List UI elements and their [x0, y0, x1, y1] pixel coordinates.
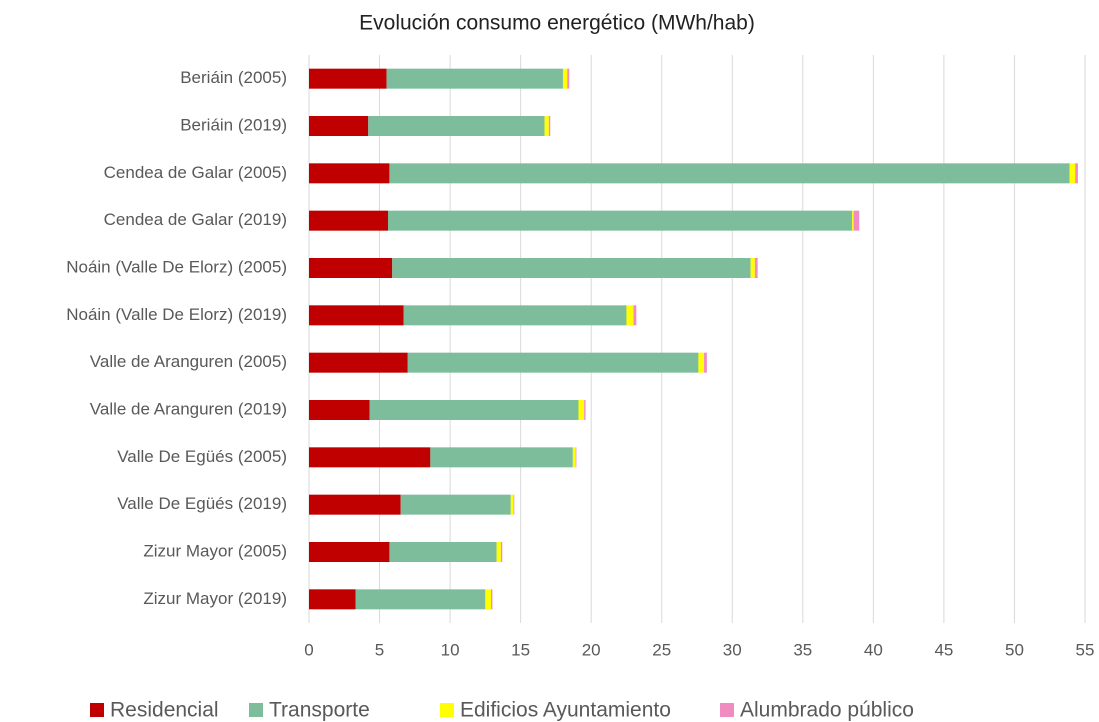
x-tick-label: 20 [582, 640, 601, 659]
bar-segment [513, 494, 515, 515]
bar-segment [400, 494, 511, 515]
legend-swatch [249, 703, 263, 717]
x-tick-label: 50 [1005, 640, 1024, 659]
bar-segment [572, 447, 576, 468]
y-tick-label: Valle de Aranguren (2019) [90, 399, 287, 418]
bar-segment [309, 589, 356, 610]
legend-swatch [720, 703, 734, 717]
y-tick-label: Beriáin (2005) [180, 68, 287, 87]
y-tick-label: Cendea de Galar (2019) [104, 210, 287, 229]
bar-segment [407, 352, 699, 373]
bar-segment [309, 305, 404, 326]
x-tick-label: 0 [304, 640, 313, 659]
legend-label: Edificios Ayuntamiento [460, 699, 671, 722]
legend-swatch [90, 703, 104, 717]
bar-segment [548, 116, 551, 136]
bar-segment [754, 258, 758, 278]
bar-segment [309, 163, 390, 184]
bar-segment [575, 447, 577, 468]
bar-segment [309, 116, 369, 136]
bar-segment [309, 400, 370, 420]
bar-segment [388, 210, 853, 231]
legend-label: Alumbrado público [740, 699, 914, 722]
bar-segment [1075, 163, 1078, 184]
bar-segment [309, 494, 401, 515]
bar-segment [544, 116, 549, 136]
bar-segment [491, 589, 493, 610]
legend-swatch [440, 703, 454, 717]
bar-segment [500, 542, 503, 562]
x-tick-label: 30 [723, 640, 742, 659]
bar-segment [355, 589, 486, 610]
x-tick-label: 35 [793, 640, 812, 659]
bar-segment [567, 68, 570, 89]
y-tick-label: Valle De Egüés (2019) [117, 494, 287, 513]
bar-segment [368, 116, 545, 136]
bar-segment [309, 352, 408, 373]
bar-segment [626, 305, 634, 326]
x-tick-label: 15 [511, 640, 530, 659]
bar-segment [704, 352, 707, 373]
y-tick-label: Beriáin (2019) [180, 115, 287, 134]
bar-segment [510, 494, 514, 515]
bar-segment [853, 210, 860, 231]
y-tick-label: Valle de Aranguren (2005) [90, 352, 287, 371]
y-tick-label: Noáin (Valle De Elorz) (2005) [66, 257, 287, 276]
x-tick-label: 55 [1076, 640, 1095, 659]
x-tick-label: 10 [441, 640, 460, 659]
bar-segment [309, 210, 389, 231]
bar-segment [403, 305, 627, 326]
bar-segment [386, 68, 563, 89]
x-tick-label: 5 [375, 640, 384, 659]
bar-segment [309, 447, 431, 468]
y-tick-label: Cendea de Galar (2005) [104, 163, 287, 182]
x-tick-label: 40 [864, 640, 883, 659]
bar-segment [430, 447, 573, 468]
bar-segment [1069, 163, 1076, 184]
y-tick-label: Valle De Egüés (2005) [117, 447, 287, 466]
y-tick-label: Noáin (Valle De Elorz) (2019) [66, 305, 287, 324]
bar-segment [309, 542, 390, 562]
bar-segment [633, 305, 637, 326]
bar-segment [369, 400, 579, 420]
x-tick-label: 25 [652, 640, 671, 659]
y-tick-label: Zizur Mayor (2019) [143, 589, 287, 608]
chart-title: Evolución consumo energético (MWh/hab) [359, 12, 755, 35]
bar-segment [852, 210, 854, 231]
bar-segment [309, 68, 387, 89]
bar-segment [389, 163, 1070, 184]
legend-label: Residencial [110, 699, 219, 722]
bar-segment [698, 352, 705, 373]
bar-segment [309, 258, 393, 278]
bar-segment [750, 258, 755, 278]
legend-label: Transporte [269, 699, 370, 722]
bar-segment [578, 400, 585, 420]
bar-segment [562, 68, 568, 89]
bar-segment [485, 589, 492, 610]
bar-segment [389, 542, 497, 562]
y-tick-label: Zizur Mayor (2005) [143, 541, 287, 560]
bar-segment [496, 542, 501, 562]
bar-segment [392, 258, 751, 278]
bar-segment [584, 400, 586, 420]
x-tick-label: 45 [934, 640, 953, 659]
